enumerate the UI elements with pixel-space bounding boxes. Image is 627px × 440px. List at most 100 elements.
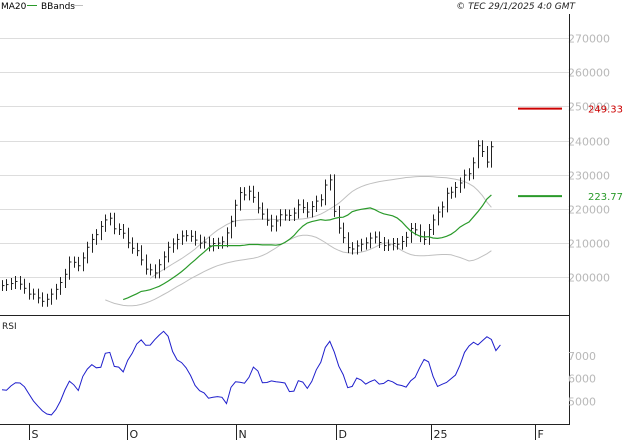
price-bar [411, 222, 414, 243]
price-bar [294, 207, 297, 221]
price-bar [29, 282, 32, 300]
price-bar [218, 237, 221, 249]
price-bar [164, 251, 167, 271]
x-tick-label: D [339, 428, 347, 440]
price-bar [60, 277, 63, 295]
price-tick-label: 250000 [568, 101, 610, 114]
price-bar [2, 280, 5, 292]
price-bar [123, 224, 126, 239]
price-tick-label: 260000 [568, 67, 610, 80]
price-bar [388, 239, 391, 252]
price-bar [78, 256, 81, 272]
price-bar [415, 222, 418, 236]
price-bar [482, 140, 485, 157]
price-bar [447, 187, 450, 213]
price-bar [128, 227, 131, 249]
price-bar [182, 230, 185, 245]
price-bar [146, 254, 149, 275]
x-tick-label: F [538, 428, 544, 440]
rsi-y-axis: 7000 6000 5000 [568, 350, 596, 408]
price-bar [168, 241, 171, 263]
price-bar [285, 209, 288, 221]
price-y-axis: 270000 260000 250000 240000 230000 220000 2100… [568, 33, 610, 285]
price-bar [74, 256, 77, 268]
price-bar [343, 222, 346, 244]
price-bar [361, 238, 364, 252]
price-bar [298, 199, 301, 219]
x-tick-label: N [239, 428, 247, 440]
price-bar [83, 252, 86, 272]
support-level-label: 223.77 [588, 192, 623, 203]
price-bar [105, 214, 108, 232]
price-bar [141, 245, 144, 266]
price-bar [249, 185, 252, 201]
price-bar [262, 202, 265, 220]
x-tick-label: O [130, 428, 139, 440]
price-bar [438, 206, 441, 226]
rsi-tick-label: 5000 [568, 395, 596, 408]
price-bar [379, 231, 382, 248]
price-bar [442, 201, 445, 218]
price-bar [155, 264, 158, 279]
price-bar [191, 230, 194, 242]
x-axis: S O N D 25 F [29, 424, 544, 440]
price-bar [240, 187, 243, 211]
price-bar [177, 233, 180, 250]
price-bar [348, 232, 351, 254]
price-bar [487, 146, 490, 168]
price-bar [455, 181, 458, 198]
rsi-tick-label: 7000 [568, 350, 596, 363]
legend-bbands-label: BBands [41, 2, 75, 12]
price-bar [47, 293, 50, 307]
price-bar [424, 231, 427, 245]
price-bar [92, 233, 95, 253]
price-bar [96, 229, 99, 245]
price-bar [101, 220, 104, 241]
price-bar [56, 283, 59, 300]
price-bar [339, 205, 342, 234]
price-bar [406, 231, 409, 247]
price-bar [11, 278, 14, 291]
price-bar [87, 241, 90, 264]
price-bar [280, 209, 283, 227]
price-levels: 249.33 223.77 [518, 105, 623, 203]
price-bar [289, 209, 292, 221]
price-bar [6, 279, 9, 292]
rsi-panel: RSI 7000 6000 5000 [1, 322, 596, 416]
price-bar [366, 237, 369, 250]
ma20-line [122, 194, 492, 301]
price-bar [397, 238, 400, 250]
price-bar [330, 174, 333, 191]
price-bar [473, 157, 476, 180]
price-bar [231, 215, 234, 239]
price-panel: 270000 260000 250000 240000 230000 220000 2100… [0, 33, 623, 307]
x-tick-label: 25 [434, 428, 448, 440]
price-bar [491, 141, 494, 168]
price-bar [451, 186, 454, 199]
price-bar [227, 227, 230, 248]
price-bar [114, 212, 117, 235]
price-bar [253, 185, 256, 203]
price-bar [173, 238, 176, 253]
bb-lower-line [105, 234, 492, 307]
price-tick-label: 200000 [568, 272, 610, 285]
price-bar [204, 236, 207, 249]
price-bar [132, 237, 135, 254]
price-bar [200, 234, 203, 249]
price-tick-label: 220000 [568, 204, 610, 217]
price-bar [33, 288, 36, 300]
price-bar [244, 187, 247, 201]
x-tick-label: S [32, 428, 39, 440]
price-bar [429, 224, 432, 245]
price-bar [402, 235, 405, 250]
price-bar [258, 191, 261, 214]
price-bar [478, 140, 481, 169]
resistance-level-label: 249.33 [588, 105, 623, 116]
price-bar [159, 259, 162, 279]
price-bar [222, 236, 225, 249]
price-bar [38, 288, 41, 304]
price-tick-label: 240000 [568, 136, 610, 149]
price-bar [276, 215, 279, 232]
price-bar [312, 201, 315, 218]
